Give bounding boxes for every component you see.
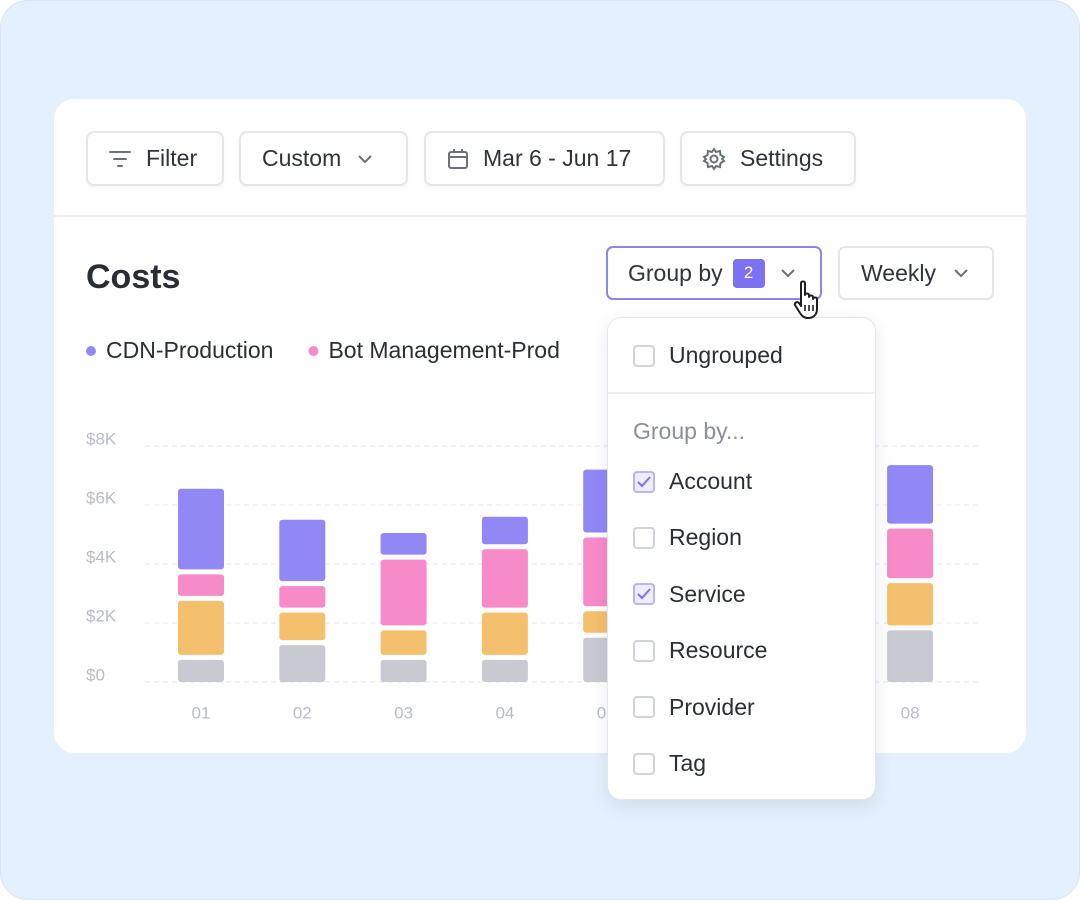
filter-label: Filter bbox=[146, 145, 198, 171]
bar-segment bbox=[887, 630, 934, 682]
option-label: Ungrouped bbox=[669, 342, 783, 368]
group-option[interactable]: Region bbox=[633, 524, 742, 551]
filter-icon bbox=[109, 150, 131, 167]
date-label: Mar 6 - Jun 17 bbox=[483, 145, 632, 171]
custom-button[interactable]: Custom bbox=[239, 131, 408, 186]
bar-segment bbox=[380, 659, 427, 682]
option-label: Account bbox=[669, 468, 753, 494]
bar-segment bbox=[279, 645, 326, 682]
bar-segment bbox=[279, 612, 326, 641]
group-option[interactable]: Resource bbox=[633, 637, 767, 664]
checkmark bbox=[637, 588, 651, 600]
group-by-label: Group by bbox=[628, 259, 723, 286]
bar-segment bbox=[481, 549, 528, 608]
group-option[interactable]: Service bbox=[633, 581, 746, 608]
group-option[interactable]: Tag bbox=[633, 750, 706, 777]
option-label: Service bbox=[669, 580, 746, 607]
cursor-icon bbox=[793, 280, 818, 319]
bar-segment bbox=[481, 612, 528, 655]
option-label: Region bbox=[669, 524, 742, 551]
bar-segment bbox=[178, 600, 224, 655]
checkbox[interactable] bbox=[633, 696, 655, 719]
legend-label: Bot Management-Prod bbox=[328, 337, 559, 363]
interval-button[interactable]: Weekly bbox=[838, 246, 994, 300]
x-tick-label: 02 bbox=[293, 703, 312, 722]
legend-label: CDN-Production bbox=[106, 337, 273, 363]
option-label: Resource bbox=[669, 637, 768, 664]
y-tick-label: $2K bbox=[86, 606, 117, 625]
y-tick-label: $6K bbox=[86, 488, 117, 507]
legend-dot bbox=[86, 346, 96, 356]
bar-segment bbox=[279, 519, 326, 582]
dropdown-divider bbox=[608, 392, 875, 394]
bar-segment bbox=[887, 528, 934, 579]
date-button[interactable]: Mar 6 - Jun 17 bbox=[424, 131, 665, 186]
checkbox[interactable] bbox=[633, 344, 655, 367]
divider bbox=[54, 215, 1026, 217]
settings-button[interactable]: Settings bbox=[680, 131, 856, 186]
bar-segment bbox=[887, 465, 934, 524]
bar-segment bbox=[178, 488, 224, 570]
group-option[interactable]: Provider bbox=[633, 694, 755, 721]
y-tick-label: $8K bbox=[86, 429, 117, 448]
x-tick-label: 01 bbox=[192, 703, 211, 722]
legend-dot bbox=[308, 346, 319, 356]
bar-segment bbox=[178, 574, 224, 596]
group-by-dropdown: Group by... Ungrouped Account Region Servic… bbox=[607, 317, 876, 800]
section-title: Costs bbox=[86, 258, 181, 296]
chevron bbox=[358, 154, 372, 163]
bar-segment bbox=[380, 559, 427, 626]
chevron bbox=[780, 269, 795, 278]
x-tick-label: 08 bbox=[901, 703, 920, 722]
bar-segment bbox=[481, 659, 528, 682]
bar-segment bbox=[279, 586, 326, 608]
settings-label: Settings bbox=[740, 145, 824, 171]
bar-segment bbox=[178, 659, 224, 682]
option-label: Provider bbox=[669, 693, 755, 720]
x-tick-label: 04 bbox=[495, 703, 514, 722]
checkmark bbox=[637, 475, 651, 487]
bar-segment bbox=[380, 630, 427, 655]
group-count-badge: 2 bbox=[732, 258, 765, 288]
y-tick-label: $4K bbox=[86, 547, 117, 566]
bar-segment bbox=[481, 516, 528, 545]
chevron bbox=[954, 269, 968, 278]
x-tick-label: 03 bbox=[394, 703, 413, 722]
dropdown-heading: Group by... bbox=[633, 418, 746, 444]
ungrouped-option[interactable]: Ungrouped bbox=[633, 342, 783, 369]
checkbox[interactable] bbox=[633, 470, 655, 493]
option-label: Tag bbox=[669, 750, 707, 776]
checkbox[interactable] bbox=[633, 752, 655, 775]
y-tick-label: $0 bbox=[86, 665, 105, 684]
group-by-button[interactable]: Group by 2 bbox=[606, 246, 822, 300]
custom-label: Custom bbox=[262, 145, 342, 171]
checkbox[interactable] bbox=[633, 526, 655, 549]
bar-segment bbox=[887, 583, 934, 626]
checkbox[interactable] bbox=[633, 639, 655, 662]
calendar-icon bbox=[448, 148, 468, 169]
checkbox[interactable] bbox=[633, 583, 655, 606]
group-option[interactable]: Account bbox=[633, 468, 752, 495]
interval-label: Weekly bbox=[861, 259, 936, 286]
gear-icon bbox=[702, 146, 726, 171]
bar-segment bbox=[380, 533, 427, 555]
filter-button[interactable]: Filter bbox=[86, 131, 224, 186]
